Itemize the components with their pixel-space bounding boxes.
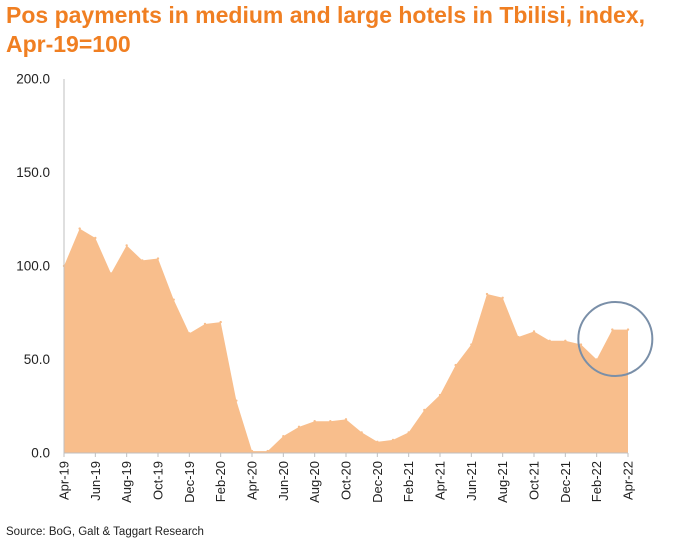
x-tick-label: Apr-20 — [245, 461, 260, 500]
data-point-Jun-19 — [94, 236, 97, 240]
data-point-Jun-21 — [470, 343, 473, 346]
x-tick-label: Oct-19 — [151, 461, 166, 500]
x-tick-label: Jun-21 — [464, 461, 479, 501]
data-point-Mar-20 — [235, 399, 238, 402]
x-tick-label: Oct-20 — [339, 461, 354, 500]
data-point-Oct-20 — [344, 418, 348, 421]
data-point-Sep-21 — [517, 335, 520, 339]
y-tick-label: 150.0 — [16, 165, 50, 180]
data-point-Aug-20 — [313, 420, 316, 423]
x-tick-label: Aug-20 — [307, 461, 322, 503]
data-point-Dec-20 — [376, 440, 379, 443]
data-point-Mar-21 — [423, 408, 426, 412]
x-tick-label: Aug-19 — [119, 461, 134, 503]
data-point-Mar-22 — [611, 328, 614, 331]
data-point-Nov-21 — [548, 339, 551, 342]
x-tick-label: Dec-20 — [370, 461, 385, 503]
data-point-Feb-21 — [407, 431, 410, 434]
data-point-Jul-21 — [485, 292, 489, 296]
data-point-Jun-20 — [282, 434, 285, 438]
data-point-Oct-19 — [156, 257, 160, 260]
data-point-Jan-22 — [579, 343, 583, 346]
x-tick-label: Jun-19 — [88, 461, 103, 501]
chart-title: Pos payments in medium and large hotels … — [6, 2, 646, 57]
data-point-Jan-20 — [203, 322, 207, 326]
data-point-May-21 — [454, 363, 457, 367]
x-tick-label: Aug-21 — [495, 461, 510, 503]
data-point-Nov-20 — [360, 431, 363, 434]
x-tick-label: Apr-22 — [621, 461, 636, 500]
x-tick-label: Feb-21 — [401, 461, 416, 502]
y-tick-label: 0.0 — [31, 446, 50, 461]
data-point-Jul-19 — [109, 272, 113, 275]
data-point-Nov-19 — [172, 298, 175, 301]
data-point-Dec-19 — [188, 332, 191, 335]
x-tick-label: Dec-21 — [558, 461, 573, 503]
highlight-circle — [577, 301, 654, 377]
data-point-Sep-20 — [329, 420, 332, 423]
source-note: Source: BoG, Galt & Taggart Research — [6, 526, 204, 538]
data-point-Apr-20 — [250, 449, 254, 453]
x-tick-label: Oct-21 — [527, 461, 542, 500]
y-tick-label: 100.0 — [16, 259, 50, 274]
data-point-Apr-21 — [438, 393, 442, 397]
x-tick-label: Feb-22 — [589, 461, 604, 502]
data-point-May-20 — [266, 449, 269, 453]
y-tick-label: 50.0 — [24, 352, 50, 367]
x-tick-label: Dec-19 — [182, 461, 197, 503]
data-point-Feb-20 — [219, 320, 222, 324]
x-tick-label: Jun-20 — [276, 461, 291, 501]
x-tick-label: Apr-21 — [433, 461, 448, 500]
data-point-Jan-21 — [391, 438, 395, 442]
data-point-Sep-19 — [141, 259, 144, 262]
x-tick-label: Apr-19 — [57, 461, 72, 500]
data-point-May-19 — [78, 227, 81, 230]
area-series — [64, 228, 628, 453]
data-point-Aug-21 — [501, 296, 504, 299]
data-point-Feb-22 — [595, 358, 598, 361]
data-point-Dec-21 — [564, 339, 567, 342]
data-point-Aug-19 — [125, 244, 128, 247]
data-point-Oct-21 — [532, 330, 536, 333]
data-point-Jul-20 — [297, 425, 301, 429]
x-tick-label: Feb-20 — [213, 461, 228, 502]
data-point-Apr-22 — [626, 328, 630, 331]
y-tick-label: 200.0 — [16, 72, 50, 87]
